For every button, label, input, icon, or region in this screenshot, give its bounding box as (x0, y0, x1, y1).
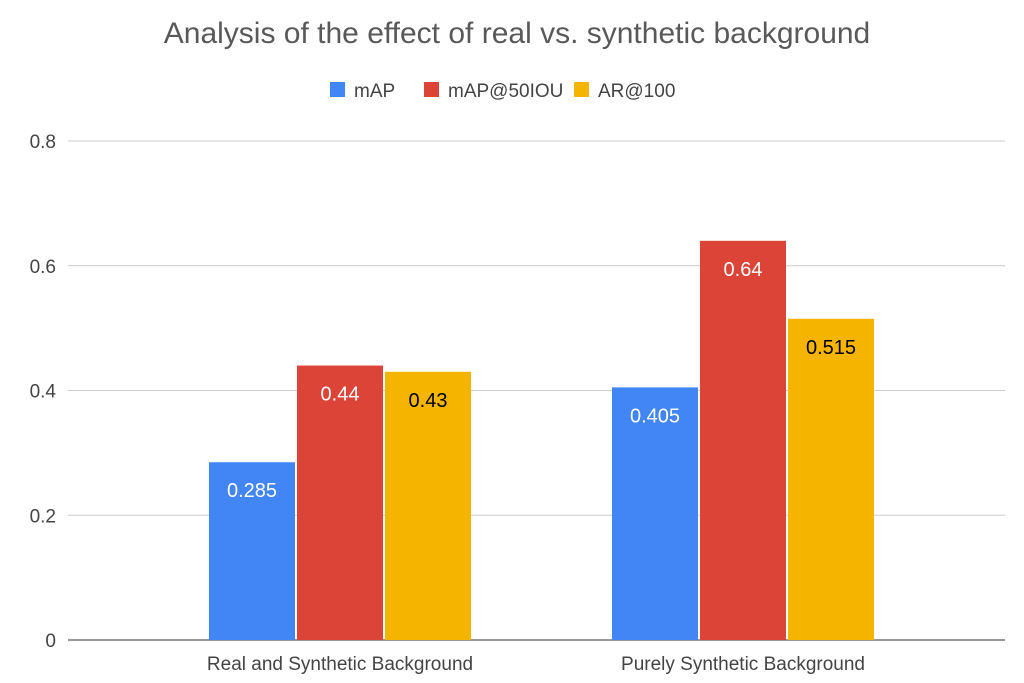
data-label: 0.64 (724, 259, 763, 281)
legend-swatch-map50iou (424, 82, 439, 97)
legend-swatch-ar100 (574, 82, 589, 97)
bars: 0.285 0.44 0.43 0.405 0.64 0.515 (209, 240, 874, 641)
legend: mAP mAP@50IOU AR@100 (330, 81, 675, 102)
bar-map50iou-0 (297, 365, 383, 640)
y-tick-label: 0.2 (30, 506, 56, 527)
bar-ar100-0 (385, 371, 471, 640)
bar-map-1 (612, 387, 698, 640)
category-labels: Real and Synthetic Background Purely Synt… (207, 654, 865, 675)
legend-label: AR@100 (598, 81, 675, 102)
y-tick-label: 0.6 (30, 257, 56, 278)
chart-title: Analysis of the effect of real vs. synth… (164, 17, 871, 50)
data-label: 0.405 (630, 405, 680, 427)
data-label: 0.43 (409, 390, 448, 412)
data-label: 0.285 (227, 480, 277, 502)
x-category-label: Real and Synthetic Background (207, 654, 473, 675)
legend-label: mAP@50IOU (448, 81, 563, 102)
legend-label: mAP (354, 81, 395, 102)
bar-ar100-1 (788, 318, 874, 640)
bar-map50iou-1 (700, 240, 786, 641)
data-label: 0.515 (806, 337, 856, 359)
data-label: 0.44 (321, 384, 360, 406)
y-tick-label: 0.8 (30, 132, 56, 153)
bar-map-0 (209, 462, 295, 640)
legend-swatch-map (330, 82, 345, 97)
x-category-label: Purely Synthetic Background (621, 654, 865, 675)
y-tick-label: 0.4 (30, 382, 57, 403)
y-tick-label: 0 (45, 631, 56, 652)
